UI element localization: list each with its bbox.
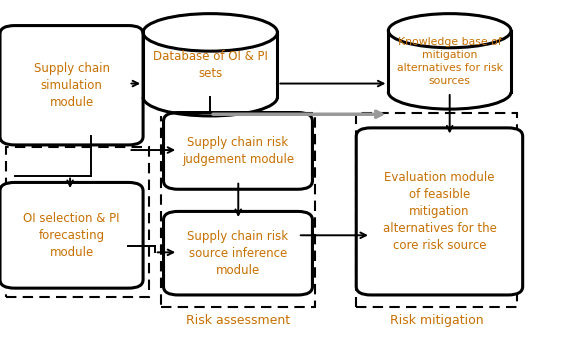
Text: Supply chain risk
source inference
module: Supply chain risk source inference modul…: [187, 230, 288, 277]
Ellipse shape: [388, 14, 511, 48]
FancyBboxPatch shape: [356, 128, 523, 295]
Text: Risk mitigation: Risk mitigation: [390, 314, 484, 327]
Text: Evaluation module
of feasible
mitigation
alternatives for the
core risk source: Evaluation module of feasible mitigation…: [383, 171, 496, 252]
Bar: [161, 113, 315, 307]
Ellipse shape: [143, 14, 277, 51]
Bar: [6, 147, 149, 297]
FancyBboxPatch shape: [0, 182, 143, 288]
Text: Supply chain
simulation
module: Supply chain simulation module: [33, 62, 110, 109]
Text: Supply chain risk
judgement module: Supply chain risk judgement module: [182, 136, 294, 166]
Polygon shape: [388, 31, 511, 109]
Text: Knowledge base of
mitigation
alternatives for risk
sources: Knowledge base of mitigation alternative…: [397, 36, 503, 86]
FancyBboxPatch shape: [0, 26, 143, 145]
Text: OI selection & PI
forecasting
module: OI selection & PI forecasting module: [23, 212, 120, 259]
Bar: [356, 113, 517, 307]
FancyBboxPatch shape: [164, 113, 312, 189]
Text: Database of OI & PI
sets: Database of OI & PI sets: [153, 50, 267, 80]
Text: Risk assessment: Risk assessment: [186, 314, 290, 327]
Polygon shape: [143, 32, 277, 116]
FancyBboxPatch shape: [164, 211, 312, 295]
